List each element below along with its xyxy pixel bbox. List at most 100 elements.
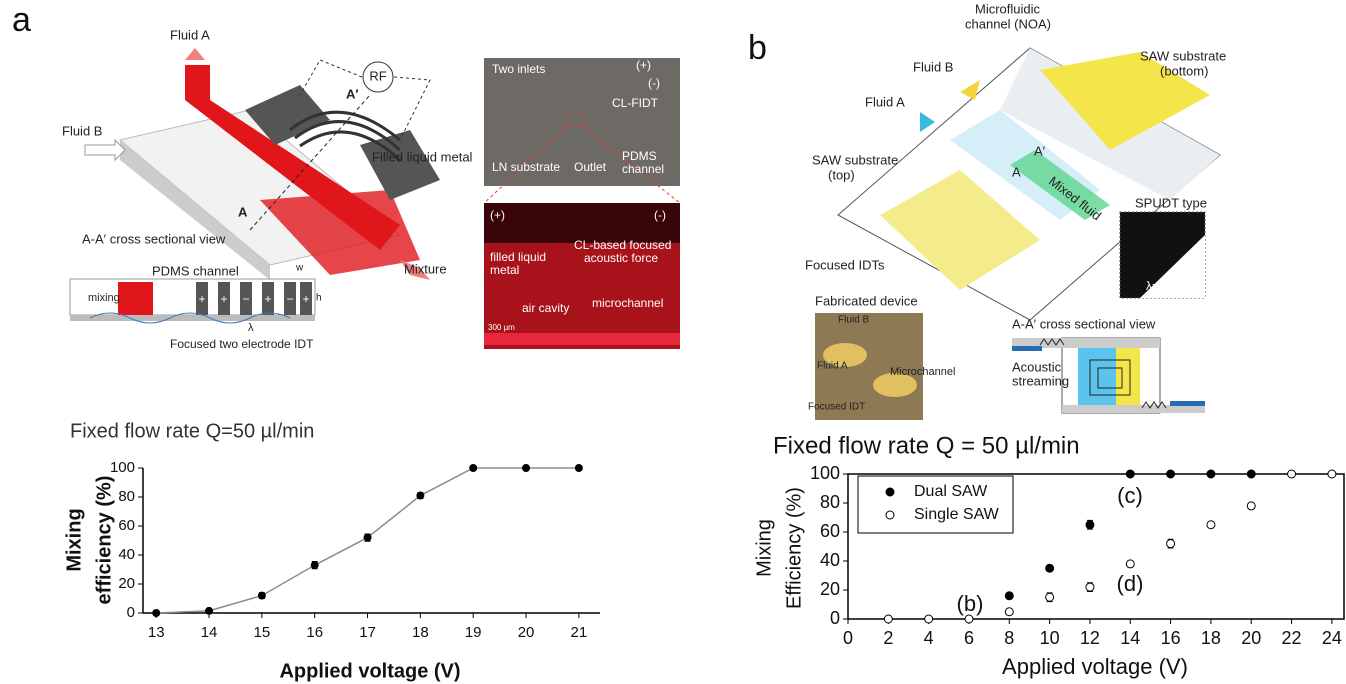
diagram-label: λ bbox=[248, 322, 254, 334]
photo-label: Two inlets bbox=[492, 62, 545, 76]
data-point bbox=[965, 615, 973, 623]
data-point bbox=[153, 610, 160, 617]
data-point bbox=[1005, 608, 1013, 616]
x-tick-label: 16 bbox=[1161, 628, 1181, 648]
chart-title: Fixed flow rate Q = 50 µl/min bbox=[773, 432, 1080, 459]
legend-marker bbox=[886, 511, 894, 519]
data-point bbox=[311, 562, 318, 569]
photo-label: CL-based focused bbox=[574, 238, 671, 252]
x-tick-label: 19 bbox=[465, 624, 482, 641]
y-tick-label: 80 bbox=[820, 492, 840, 512]
photo-label: air cavity bbox=[522, 301, 569, 315]
data-point bbox=[1046, 564, 1054, 572]
y-tick-label: 80 bbox=[118, 488, 135, 505]
panel-label: b bbox=[748, 29, 767, 67]
data-point bbox=[1126, 470, 1134, 478]
x-tick-label: 17 bbox=[359, 624, 376, 641]
data-point bbox=[1207, 470, 1215, 478]
x-tick-label: 6 bbox=[964, 628, 974, 648]
diagram-label: RF bbox=[369, 68, 386, 83]
x-tick-label: 8 bbox=[1004, 628, 1014, 648]
y-tick-label: 40 bbox=[820, 550, 840, 570]
photo-dark-band bbox=[484, 203, 680, 243]
photo-label: (-) bbox=[654, 208, 666, 222]
diagram-label: A-A′ cross sectional view bbox=[1012, 316, 1156, 331]
y-tick-label: 100 bbox=[810, 463, 840, 483]
diagram-label: λ=132µm bbox=[1146, 279, 1196, 293]
photo-label: PDMS bbox=[622, 149, 657, 163]
data-point bbox=[1247, 502, 1255, 510]
diagram-label: Focused IDT bbox=[808, 402, 865, 413]
diagram-label: Fluid A bbox=[865, 94, 905, 109]
diagram-label: (bottom) bbox=[1160, 63, 1208, 78]
y-tick-label: 60 bbox=[820, 521, 840, 541]
y-tick-label: 20 bbox=[118, 575, 135, 592]
legend-marker bbox=[886, 488, 894, 496]
photo-label: LN substrate bbox=[492, 160, 560, 174]
electrode-sign: − bbox=[242, 292, 249, 306]
x-tick-label: 14 bbox=[1120, 628, 1140, 648]
electrode-sign: + bbox=[198, 292, 205, 306]
photo-label: (+) bbox=[490, 208, 505, 222]
x-tick-label: 16 bbox=[306, 624, 323, 641]
data-point bbox=[1126, 560, 1134, 568]
x-tick-label: 13 bbox=[148, 624, 165, 641]
y-tick-label: 20 bbox=[820, 579, 840, 599]
data-point bbox=[1005, 592, 1013, 600]
legend-label: Dual SAW bbox=[914, 483, 988, 500]
y-tick-label: 0 bbox=[830, 608, 840, 628]
photo-label: filled liquid bbox=[490, 250, 546, 264]
y-axis-label: Mixing bbox=[63, 508, 85, 571]
electrode-sign: − bbox=[286, 292, 293, 306]
y-axis-label: Efficiency (%) bbox=[783, 487, 805, 609]
photo-label: channel bbox=[622, 162, 664, 176]
x-tick-label: 12 bbox=[1080, 628, 1100, 648]
electrode-sign: + bbox=[220, 292, 227, 306]
diagram-label: Filled liquid metal bbox=[372, 149, 473, 164]
diagram-label: Microfluidic bbox=[975, 1, 1041, 16]
data-point bbox=[470, 465, 477, 472]
diagram-label: SAW substrate bbox=[812, 152, 898, 167]
annotation: (b) bbox=[957, 591, 984, 616]
x-tick-label: 10 bbox=[1040, 628, 1060, 648]
diagram-label: A′ bbox=[1034, 143, 1046, 158]
y-tick-label: 100 bbox=[110, 459, 135, 476]
data-point bbox=[1086, 521, 1094, 529]
diagram-label: (top) bbox=[828, 167, 855, 182]
annotation: (c) bbox=[1117, 483, 1143, 508]
diagram-label: Focused two electrode IDT bbox=[170, 337, 314, 351]
chart-title: Fixed flow rate Q=50 µl/min bbox=[70, 420, 314, 442]
data-point bbox=[417, 492, 424, 499]
y-tick-label: 40 bbox=[118, 546, 135, 563]
data-point bbox=[1328, 470, 1336, 478]
photo-label: 300 µm bbox=[488, 323, 515, 332]
diagram-label: Fabricated device bbox=[815, 293, 918, 308]
diagram-label: Microchannel bbox=[890, 366, 955, 378]
x-tick-label: 21 bbox=[571, 624, 588, 641]
data-point bbox=[206, 607, 213, 614]
diagram-label: Mixture bbox=[404, 261, 447, 276]
data-point bbox=[925, 615, 933, 623]
figure: a b Fluid A RF A′ Fluid B Filled liquid … bbox=[0, 0, 1346, 684]
device-diagram-a bbox=[70, 48, 440, 323]
diagram-label: A′ bbox=[346, 86, 359, 101]
x-tick-label: 4 bbox=[924, 628, 934, 648]
legend-label: Single SAW bbox=[914, 506, 1000, 523]
diagram-label: Acoustic bbox=[1012, 359, 1062, 374]
data-point bbox=[523, 465, 530, 472]
x-tick-label: 24 bbox=[1322, 628, 1342, 648]
annotation: (d) bbox=[1117, 571, 1144, 596]
diagram-label: Fluid A bbox=[170, 27, 210, 42]
photo-label: metal bbox=[490, 263, 519, 277]
diagram-label: PDMS channel bbox=[152, 263, 239, 278]
x-tick-label: 15 bbox=[254, 624, 271, 641]
data-point bbox=[884, 615, 892, 623]
x-tick-label: 22 bbox=[1282, 628, 1302, 648]
data-point bbox=[1046, 593, 1054, 601]
photo-label: CL-FIDT bbox=[612, 96, 659, 110]
data-point bbox=[1086, 583, 1094, 591]
data-point bbox=[364, 534, 371, 541]
diagram-label: SPUDT type bbox=[1135, 195, 1207, 210]
y-axis-label: Mixing bbox=[753, 519, 775, 577]
photo-label: microchannel bbox=[592, 296, 663, 310]
